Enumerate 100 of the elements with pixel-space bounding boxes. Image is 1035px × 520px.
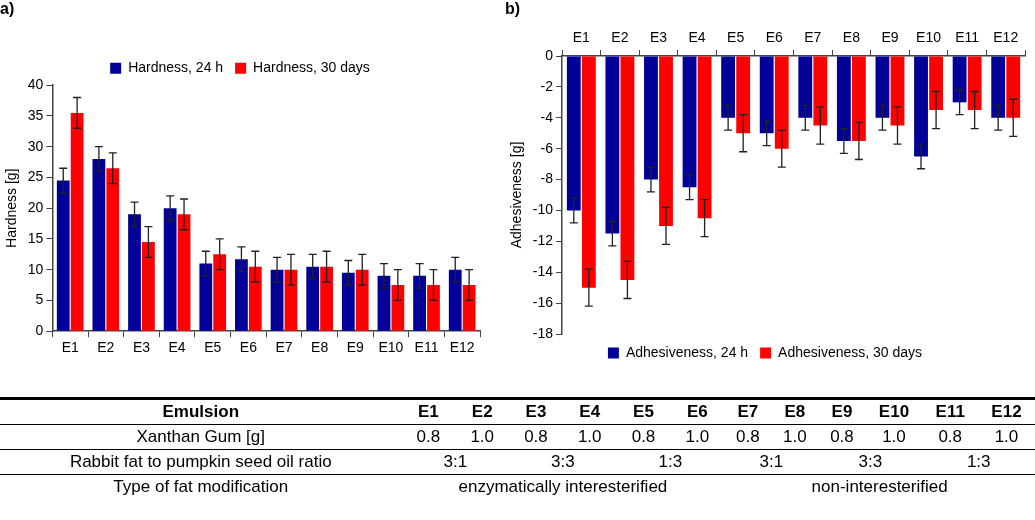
legend-label: Adhesiveness, 30 days [778,343,923,360]
category-label: E5 [632,401,655,423]
bar [377,275,391,331]
y-tick-label: -4 [540,108,554,125]
bar [448,269,462,331]
y-tick-label: 25 [27,168,44,185]
y-tick-label: -18 [532,324,554,341]
x-tick-label: E6 [765,29,783,46]
x-tick-label: E8 [311,339,329,356]
category-label: E11 [934,401,966,423]
y-tick-label: -2 [540,77,554,94]
y-tick-label: -10 [532,201,554,218]
x-tick-label: E11 [414,339,439,356]
x-tick-label: E2 [611,29,629,46]
category-label: E10 [877,401,911,423]
text: 1.0 [470,427,495,446]
text: 0.8 [631,427,656,446]
bar [56,180,70,331]
text: 0.8 [735,427,760,446]
bar [213,254,227,331]
text: 1.0 [577,427,602,446]
text: enzymatically interesterified [458,477,668,496]
x-tick-label: E2 [97,339,115,356]
y-tick-label: 30 [27,137,44,154]
y-tick-label: 15 [27,229,44,246]
bar [235,259,248,331]
category-label: E12 [990,401,1023,423]
category-label: Xanthan Gum [g] [136,427,266,446]
x-tick-label: E4 [688,29,706,46]
category-label: E6 [685,401,709,423]
x-tick-label: E8 [842,29,861,46]
x-tick-label: E12 [993,29,1019,46]
category-label: E2 [470,401,494,423]
text: 1.0 [685,427,710,446]
x-tick-label: E10 [378,339,404,356]
category-label: E8 [783,401,807,423]
category-label: E7 [736,401,760,423]
y-tick-label: -12 [532,232,554,249]
x-tick-label: E3 [649,29,668,46]
category-label: E3 [524,401,548,423]
x-tick-label: E9 [881,29,899,46]
text: 1.0 [783,427,807,446]
bar [142,242,155,331]
text: 1:3 [966,452,991,471]
bar [427,285,440,331]
bar [341,272,355,331]
bar [320,266,333,331]
y-tick-label: 40 [27,76,44,93]
bar [106,168,120,331]
text: Emulsion [161,401,241,423]
y-tick-label: -16 [532,293,554,310]
legend-label: Hardness, 24 h [128,59,224,76]
chart-title: b) [505,0,521,18]
text: 0.8 [524,427,548,446]
category-label: E9 [830,401,854,423]
legend-label: Adhesiveness, 24 h [625,343,749,360]
x-tick-label: E11 [955,29,980,46]
x-tick-label: E7 [275,339,293,356]
legend-label: Hardness, 30 days [253,59,370,76]
chart-title: a) [0,0,15,18]
x-tick-label: E6 [239,339,258,356]
bar [355,269,369,331]
text: 0.8 [416,427,441,446]
text: 3:1 [759,452,784,471]
bar [391,285,405,331]
category-label: E4 [578,401,602,423]
y-tick-label: 0 [545,46,554,63]
y-tick-label: -8 [540,170,554,187]
bar [177,214,191,331]
y-tick-label: 20 [27,199,44,216]
y-tick-label: 10 [27,260,44,277]
x-tick-label: E12 [449,339,475,356]
text: 0.8 [938,427,963,446]
y-axis-title: Hardness [g] [3,168,20,248]
y-tick-label: 5 [35,291,44,308]
y-tick-label: -6 [540,139,554,156]
category-label: Type of fat modification [113,477,289,496]
text: 3:3 [858,452,883,471]
bar [163,208,177,331]
y-tick-label: 0 [35,322,44,339]
x-tick-label: E1 [572,29,591,46]
text: 3:1 [443,452,468,471]
x-tick-label: E3 [132,339,151,356]
category-label: Rabbit fat to pumpkin seed oil ratio [69,452,332,471]
text: non-interesterified [811,477,948,496]
x-tick-label: E10 [916,29,942,46]
x-tick-label: E5 [204,339,222,356]
text: 0.8 [830,427,854,446]
bar [413,275,426,331]
x-tick-label: E7 [804,29,822,46]
x-tick-label: E1 [61,339,79,356]
bar [128,214,141,331]
text: 1.0 [994,427,1019,446]
bar [306,266,320,331]
text: 1:3 [658,452,683,471]
bar [199,263,213,331]
x-tick-label: E4 [168,339,186,356]
y-tick-label: -14 [532,263,554,280]
x-tick-label: E5 [727,29,745,46]
y-axis-title: Adhesiveness [g] [508,141,525,249]
